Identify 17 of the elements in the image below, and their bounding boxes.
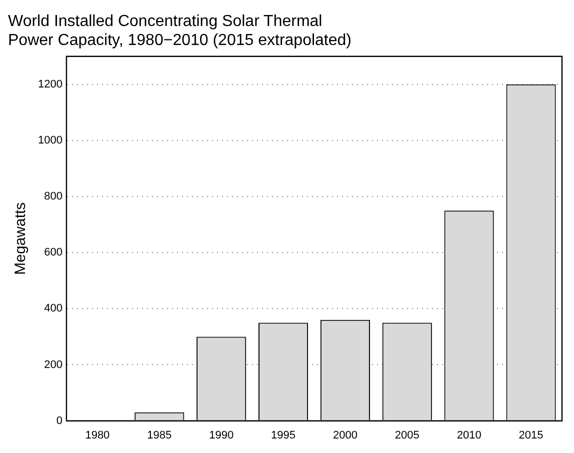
y-tick-label: 600 xyxy=(44,246,62,259)
x-tick-label: 1990 xyxy=(209,429,234,442)
y-tick-label: 1200 xyxy=(38,78,62,90)
y-tick-label: 400 xyxy=(44,302,62,315)
x-tick-label: 2010 xyxy=(456,429,482,442)
x-tick-label: 1980 xyxy=(85,429,110,442)
chart-title: World Installed Concentrating Solar Thermal Power Capacity, 1980−2010 (2015 extrapolated) xyxy=(8,13,352,50)
y-tick-label: 1000 xyxy=(38,134,62,147)
x-tick-label: 1995 xyxy=(271,429,296,442)
y-axis-title: Megawatts xyxy=(12,202,30,275)
x-tick-label: 1985 xyxy=(147,429,172,442)
x-tick-label: 2015 xyxy=(518,429,544,442)
y-tick-label: 200 xyxy=(44,358,62,371)
y-tick-label: 800 xyxy=(44,190,62,203)
x-tick-label: 2005 xyxy=(394,429,420,442)
x-tick-label: 2000 xyxy=(332,429,358,442)
y-tick-label: 0 xyxy=(56,414,62,427)
